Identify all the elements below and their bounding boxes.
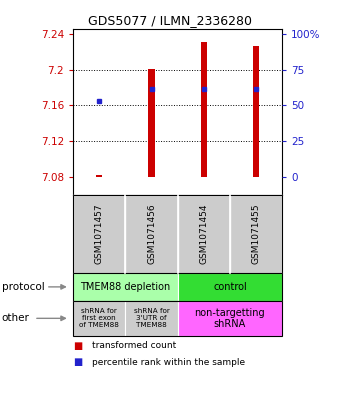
Bar <box>253 46 259 177</box>
Text: transformed count: transformed count <box>92 342 176 350</box>
Text: protocol: protocol <box>2 282 45 292</box>
Text: non-targetting
shRNA: non-targetting shRNA <box>194 308 265 329</box>
Text: other: other <box>2 313 30 323</box>
Text: control: control <box>213 282 247 292</box>
Text: percentile rank within the sample: percentile rank within the sample <box>92 358 245 367</box>
Text: GSM1071455: GSM1071455 <box>252 204 260 264</box>
Bar <box>201 42 207 177</box>
Text: ■: ■ <box>73 341 82 351</box>
Text: TMEM88 depletion: TMEM88 depletion <box>80 282 170 292</box>
Text: shRNA for
first exon
of TMEM88: shRNA for first exon of TMEM88 <box>79 309 119 328</box>
Bar <box>96 175 102 177</box>
Text: ■: ■ <box>73 357 82 367</box>
Text: GDS5077 / ILMN_2336280: GDS5077 / ILMN_2336280 <box>88 14 252 27</box>
Text: GSM1071454: GSM1071454 <box>199 204 208 264</box>
Bar <box>148 69 155 177</box>
Text: shRNA for
3'UTR of
TMEM88: shRNA for 3'UTR of TMEM88 <box>134 309 169 328</box>
Text: GSM1071457: GSM1071457 <box>95 204 104 264</box>
Text: GSM1071456: GSM1071456 <box>147 204 156 264</box>
